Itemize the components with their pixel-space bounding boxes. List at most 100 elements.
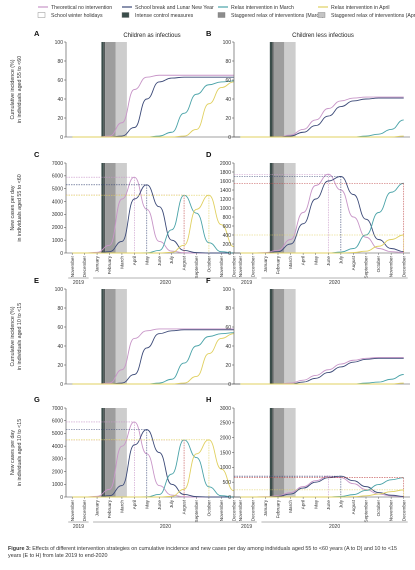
x-tick-label: June (326, 256, 331, 266)
x-tick-label: April (301, 500, 306, 509)
y-tick-label: 3000 (52, 212, 63, 218)
y-tick-label: 0 (228, 382, 231, 388)
y-tick-label: 2000 (220, 435, 231, 441)
y-tick-label: 1000 (220, 206, 231, 212)
y-tick-label: 100 (55, 40, 64, 46)
y-axis-label: in individuals aged 10 to <15 (17, 419, 23, 486)
x-tick-label: November (219, 256, 224, 278)
x-tick-label: July (169, 255, 174, 264)
band-intense-control (272, 163, 274, 253)
x-tick-label: September (194, 256, 199, 279)
band-intense-control (103, 42, 106, 137)
year-label: 2019 (241, 280, 252, 286)
band-intense-control (103, 408, 106, 497)
series-line (72, 329, 234, 385)
x-tick-label: February (107, 499, 112, 518)
y-tick-label: 500 (223, 480, 232, 486)
band-relax-march (273, 408, 285, 497)
x-tick-label: July (169, 499, 174, 508)
band-relax-april (115, 42, 127, 137)
panel-letter: E (34, 276, 39, 285)
series-line (240, 173, 404, 254)
panel-letter: A (34, 29, 40, 38)
y-tick-label: 0 (60, 495, 63, 501)
y-axis-label: Cumulative incidence (%) (10, 306, 16, 366)
x-tick-label: September (364, 500, 369, 523)
y-tick-label: 200 (223, 242, 232, 248)
y-tick-label: 60 (57, 325, 63, 331)
year-label: 2019 (241, 524, 252, 530)
x-tick-label: November (219, 500, 224, 522)
legend-swatch-box (37, 12, 46, 18)
x-tick-label: October (376, 256, 381, 273)
panel-letter: H (206, 395, 211, 404)
y-tick-label: 3000 (52, 457, 63, 463)
panel-E: E 0 20 40 60 80 100 Cumulative incidence (%) in … (10, 276, 240, 388)
series-line (240, 182, 404, 254)
x-tick-label: April (301, 256, 306, 265)
y-tick-label: 1000 (52, 238, 63, 244)
y-tick-label: 80 (225, 306, 231, 312)
y-tick-label: 20 (225, 116, 231, 122)
series-line (72, 328, 234, 385)
x-tick-label: March (120, 500, 125, 513)
y-tick-label: 6000 (52, 419, 63, 425)
y-tick-label: 1800 (220, 170, 231, 176)
y-tick-label: 0 (60, 135, 63, 141)
band-relax-march (273, 42, 285, 137)
series-line (240, 97, 404, 138)
x-tick-label: April (132, 500, 137, 509)
column-title-left: Children as infectious (123, 33, 180, 39)
panels: A 0 20 40 60 80 100 Cumulative incidence (%) in … (10, 29, 410, 530)
legend-label: Relax intervention in April (331, 5, 390, 11)
y-tick-label: 1400 (220, 188, 231, 194)
band-relax-april (284, 408, 296, 497)
x-tick-label: May (144, 255, 149, 264)
panel-letter: F (206, 276, 211, 285)
series-line (240, 357, 404, 385)
y-tick-label: 400 (223, 233, 232, 239)
x-tick-label: March (288, 500, 293, 513)
y-tick-label: 100 (55, 287, 64, 293)
series-line (240, 135, 404, 138)
band-intense-control (103, 289, 106, 384)
band-relax-april (115, 289, 127, 384)
year-label: 2019 (73, 280, 84, 286)
x-tick-label: February (276, 499, 281, 518)
legend-label: Staggered relax of interventions (April) (331, 13, 415, 19)
series-line (72, 176, 234, 254)
x-tick-label: July (338, 499, 343, 508)
x-tick-label: November (70, 500, 75, 522)
series-line (72, 439, 234, 498)
x-tick-label: December (250, 500, 255, 522)
year-label: 2019 (73, 524, 84, 530)
x-tick-label: December (250, 256, 255, 278)
panel-F: F 0 20 40 60 80 100 (206, 276, 410, 388)
band-intense-control (103, 163, 106, 253)
x-tick-label: November (389, 256, 394, 278)
panel-B: B 0 20 40 60 80 100 (206, 29, 410, 141)
y-axis-label: in individuals aged 55 to <60 (17, 174, 23, 241)
x-tick-label: August (182, 255, 187, 270)
band-intense-control (269, 42, 273, 137)
band-relax-march (273, 289, 285, 384)
y-tick-label: 600 (223, 224, 232, 230)
legend-label: Intense control measures (135, 13, 194, 19)
figure-caption: Figure 3: Effects of different intervent… (8, 546, 408, 560)
y-tick-label: 40 (57, 344, 63, 350)
x-tick-label: February (276, 255, 281, 274)
band-intense-control (272, 42, 274, 137)
panel-letter: D (206, 150, 212, 159)
x-tick-label: January (95, 255, 100, 272)
y-tick-label: 2000 (220, 161, 231, 167)
x-tick-label: October (376, 500, 381, 517)
y-axis-label: New cases per day (10, 185, 16, 230)
band-relax-march (105, 42, 116, 137)
x-tick-label: December (231, 500, 236, 522)
y-tick-label: 4000 (52, 199, 63, 205)
band-intense-control (269, 408, 273, 497)
x-tick-label: December (82, 500, 87, 522)
y-tick-label: 0 (60, 382, 63, 388)
x-tick-label: April (132, 256, 137, 265)
